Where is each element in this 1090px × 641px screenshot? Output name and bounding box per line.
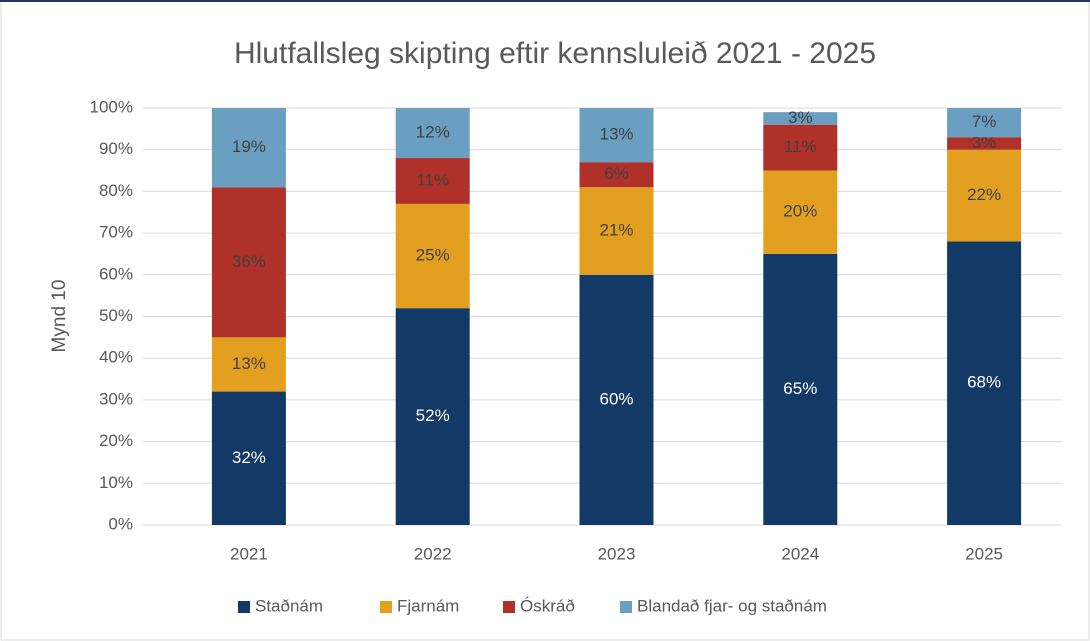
data-label: 36%	[232, 252, 266, 271]
bar-segment	[763, 253, 838, 525]
legend-swatch	[380, 601, 392, 613]
bar-segment	[395, 158, 470, 204]
legend-label: Blandað fjar- og staðnám	[637, 596, 827, 615]
x-tick-label: 2024	[781, 544, 819, 563]
y-tick-label: 20%	[99, 431, 133, 450]
y-tick-label: 50%	[99, 306, 133, 325]
y-tick-label: 70%	[99, 223, 133, 242]
bar-segment	[579, 274, 654, 525]
y-tick-label: 60%	[99, 264, 133, 283]
bar-segment	[211, 108, 286, 188]
data-label: 21%	[599, 220, 633, 239]
data-label: 11%	[784, 137, 817, 156]
bar-segment	[395, 203, 470, 309]
bar-segment	[947, 108, 1022, 138]
bar-segment	[211, 187, 286, 338]
legend-label: Óskráð	[520, 596, 575, 615]
bar-segment	[579, 108, 654, 163]
bar-segment	[211, 337, 286, 392]
legend-swatch	[238, 601, 250, 613]
data-label: 11%	[416, 170, 449, 189]
data-label: 3%	[788, 108, 813, 127]
data-label: 20%	[783, 202, 817, 221]
data-label: 19%	[232, 137, 266, 156]
y-tick-label: 90%	[99, 139, 133, 158]
y-tick-label: 100%	[90, 97, 133, 116]
bar-segment	[947, 241, 1022, 525]
bar-segment	[395, 308, 470, 525]
data-label: 68%	[967, 373, 1001, 392]
data-label: 7%	[972, 112, 997, 131]
data-label: 13%	[599, 125, 633, 144]
y-tick-label: 30%	[99, 389, 133, 408]
data-label: 32%	[232, 448, 266, 467]
y-tick-label: 10%	[99, 473, 133, 492]
bar-segment	[763, 124, 838, 171]
bar-segment	[579, 187, 654, 275]
bar-segment	[579, 162, 654, 188]
bar-segment	[211, 391, 286, 525]
x-tick-label: 2022	[414, 544, 452, 563]
y-tick-label: 0%	[108, 514, 133, 533]
data-label: 52%	[416, 406, 450, 425]
bar-segment	[395, 108, 470, 159]
data-label: 12%	[416, 123, 450, 142]
bar-segment	[763, 112, 838, 125]
bar-segment	[947, 149, 1022, 242]
x-tick-label: 2021	[230, 544, 268, 563]
legend-label: Staðnám	[255, 596, 323, 615]
data-label: 13%	[232, 354, 266, 373]
data-label: 60%	[599, 389, 633, 408]
data-label: 3%	[972, 133, 997, 152]
legend-label: Fjarnám	[397, 596, 459, 615]
y-axis-label: Mynd 10	[49, 280, 70, 353]
data-label: 6%	[604, 164, 629, 183]
y-tick-label: 40%	[99, 348, 133, 367]
bar-segment	[763, 170, 838, 254]
data-label: 65%	[783, 379, 817, 398]
legend-swatch	[503, 601, 515, 613]
data-label: 22%	[967, 185, 1001, 204]
bar-segment	[947, 137, 1022, 150]
legend-swatch	[620, 601, 632, 613]
data-label: 25%	[416, 246, 450, 265]
chart-title: Hlutfallsleg skipting eftir kennsluleið …	[234, 37, 876, 70]
x-tick-label: 2025	[965, 544, 1003, 563]
y-tick-label: 80%	[99, 181, 133, 200]
x-tick-label: 2023	[598, 544, 636, 563]
